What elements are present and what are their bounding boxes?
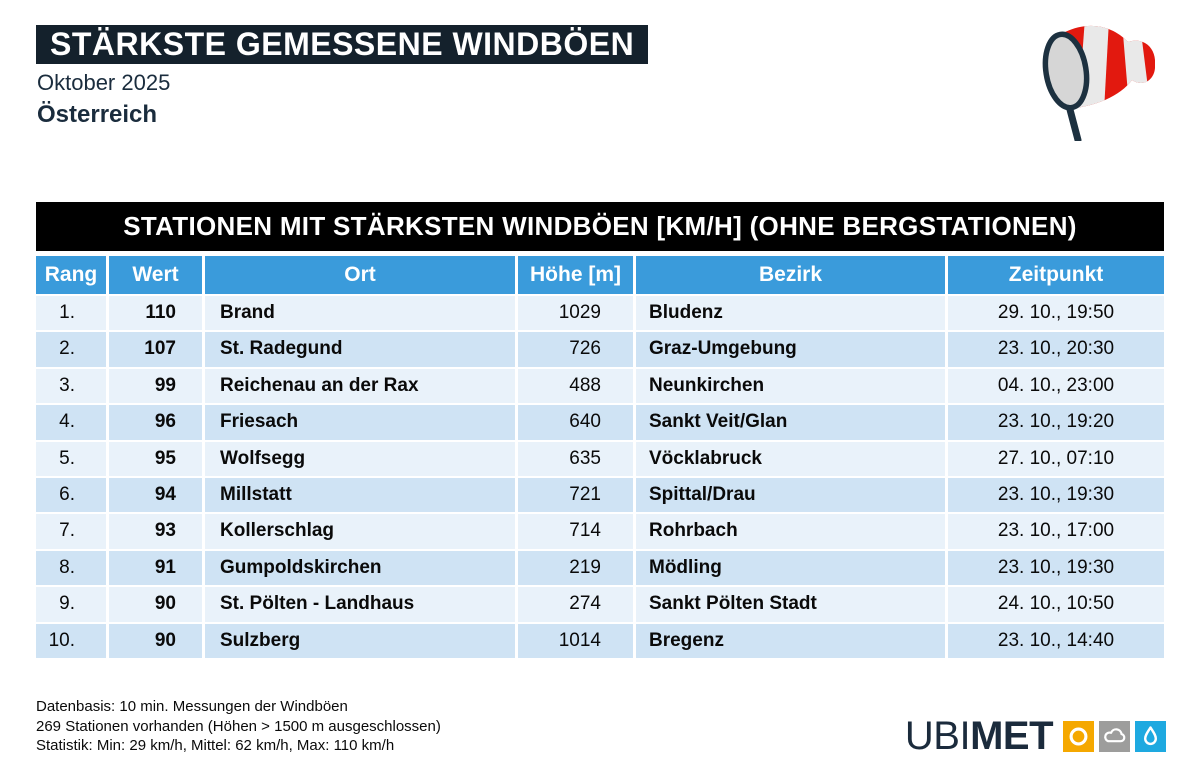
column-header-ort: Ort	[205, 256, 515, 294]
subtitle-region: Österreich	[37, 101, 158, 128]
droplet-icon	[1135, 720, 1166, 752]
cell-row5-hoehe: 635	[518, 441, 633, 476]
cell-row10-hoehe: 1014	[518, 623, 633, 658]
cell-row6-hoehe: 721	[518, 477, 633, 513]
ubimet-wordmark-light: UBI	[904, 714, 971, 758]
cell-row7-rang: 7.	[36, 514, 106, 549]
cell-row4-hoehe: 640	[518, 405, 633, 440]
cell-row6-zeitpunkt: 23. 10., 19:30	[948, 477, 1164, 513]
cell-row10-ort: Sulzberg	[205, 623, 515, 658]
windsock-icon	[1042, 25, 1155, 141]
column-header-bezirk: Bezirk	[636, 256, 945, 294]
cell-row10-zeitpunkt: 23. 10., 14:40	[948, 623, 1164, 658]
cloud-icon	[1099, 720, 1130, 752]
cell-row1-wert: 110	[109, 296, 202, 331]
cell-row9-bezirk: Sankt Pölten Stadt	[636, 587, 945, 622]
cell-row10-rang: 10.	[36, 623, 106, 658]
cell-row3-hoehe: 488	[518, 368, 633, 404]
cell-row4-rang: 4.	[36, 405, 106, 440]
subtitle-period: Oktober 2025	[37, 70, 171, 95]
cell-row8-ort: Gumpoldskirchen	[205, 550, 515, 586]
cell-row4-zeitpunkt: 23. 10., 19:20	[948, 405, 1164, 440]
sun-icon	[1063, 720, 1094, 752]
cell-row6-wert: 94	[109, 477, 202, 513]
cell-row9-rang: 9.	[36, 587, 106, 622]
cell-row8-rang: 8.	[36, 550, 106, 586]
ubimet-wordmark-bold: MET	[970, 714, 1053, 758]
cell-row9-zeitpunkt: 24. 10., 10:50	[948, 587, 1164, 622]
cell-row2-ort: St. Radegund	[205, 332, 515, 367]
cell-row8-zeitpunkt: 23. 10., 19:30	[948, 550, 1164, 586]
cell-row9-hoehe: 274	[518, 587, 633, 622]
wind-table-grid: Rang Wert Ort Höhe [m] Bezirk Zeitpunkt …	[36, 256, 1164, 658]
cell-row2-bezirk: Graz-Umgebung	[636, 332, 945, 367]
cell-row9-wert: 90	[109, 587, 202, 622]
wind-gust-table: STATIONEN MIT STÄRKSTEN WINDBÖEN [KM/H] …	[36, 202, 1164, 658]
ubimet-logo: UBIMET	[905, 716, 1166, 756]
cell-row9-ort: St. Pölten - Landhaus	[205, 587, 515, 622]
cell-row3-ort: Reichenau an der Rax	[205, 368, 515, 404]
cell-row3-zeitpunkt: 04. 10., 23:00	[948, 368, 1164, 404]
cell-row2-zeitpunkt: 23. 10., 20:30	[948, 332, 1164, 367]
ubimet-wordmark: UBIMET	[905, 716, 1054, 756]
cell-row7-ort: Kollerschlag	[205, 514, 515, 549]
cell-row7-zeitpunkt: 23. 10., 17:00	[948, 514, 1164, 549]
footnote-datenbasis: Datenbasis: 10 min. Messungen der Windbö…	[36, 698, 348, 715]
cell-row4-ort: Friesach	[205, 405, 515, 440]
cell-row7-wert: 93	[109, 514, 202, 549]
footnotes: Datenbasis: 10 min. Messungen der Windbö…	[36, 697, 441, 756]
cell-row8-bezirk: Mödling	[636, 550, 945, 586]
column-header-rang: Rang	[36, 256, 106, 294]
cell-row1-bezirk: Bludenz	[636, 296, 945, 331]
page-title: STÄRKSTE GEMESSENE WINDBÖEN	[36, 25, 649, 64]
cell-row2-hoehe: 726	[518, 332, 633, 367]
cell-row3-bezirk: Neunkirchen	[636, 368, 945, 404]
cell-row5-rang: 5.	[36, 441, 106, 476]
cell-row1-hoehe: 1029	[518, 296, 633, 331]
cell-row6-rang: 6.	[36, 477, 106, 513]
cell-row2-wert: 107	[109, 332, 202, 367]
column-header-wert: Wert	[109, 256, 202, 294]
cell-row3-wert: 99	[109, 368, 202, 404]
cell-row3-rang: 3.	[36, 368, 106, 404]
cell-row7-hoehe: 714	[518, 514, 633, 549]
cell-row10-wert: 90	[109, 623, 202, 658]
cell-row6-ort: Millstatt	[205, 477, 515, 513]
cell-row6-bezirk: Spittal/Drau	[636, 477, 945, 513]
cell-row1-ort: Brand	[205, 296, 515, 331]
table-caption: STATIONEN MIT STÄRKSTEN WINDBÖEN [KM/H] …	[36, 202, 1164, 251]
cell-row4-wert: 96	[109, 405, 202, 440]
ubimet-logo-icons	[1063, 720, 1166, 752]
cell-row5-ort: Wolfsegg	[205, 441, 515, 476]
column-header-zeitpunkt: Zeitpunkt	[948, 256, 1164, 294]
cell-row5-zeitpunkt: 27. 10., 07:10	[948, 441, 1164, 476]
cell-row2-rang: 2.	[36, 332, 106, 367]
cell-row10-bezirk: Bregenz	[636, 623, 945, 658]
cell-row5-wert: 95	[109, 441, 202, 476]
cell-row1-rang: 1.	[36, 296, 106, 331]
cell-row7-bezirk: Rohrbach	[636, 514, 945, 549]
cell-row1-zeitpunkt: 29. 10., 19:50	[948, 296, 1164, 331]
cell-row8-wert: 91	[109, 550, 202, 586]
footnote-stationen: 269 Stationen vorhanden (Höhen > 1500 m …	[36, 717, 441, 735]
cell-row5-bezirk: Vöcklabruck	[636, 441, 945, 476]
footnote-statistik: Statistik: Min: 29 km/h, Mittel: 62 km/h…	[36, 737, 395, 754]
cell-row4-bezirk: Sankt Veit/Glan	[636, 405, 945, 440]
cell-row8-hoehe: 219	[518, 550, 633, 586]
column-header-hoehe: Höhe [m]	[518, 256, 633, 294]
